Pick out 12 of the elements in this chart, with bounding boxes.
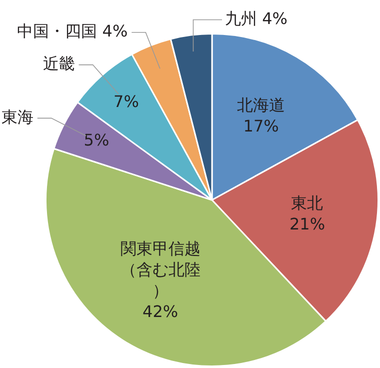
slice-label: 九州 4% <box>225 8 288 28</box>
data-label: 5% <box>84 130 110 150</box>
slice-label: 関東甲信越（含む北陸） <box>120 239 200 300</box>
slice-label: 近畿 <box>42 54 75 73</box>
slice-label: 北海道 <box>237 96 286 115</box>
data-label: 21% <box>289 214 326 234</box>
data-label: 7% <box>114 92 139 111</box>
slice-label: 東海 <box>1 107 34 126</box>
slice-label: 東北 <box>291 194 324 213</box>
slice-label: 中国・四国 4% <box>17 22 128 41</box>
data-label: 17% <box>243 116 279 136</box>
data-label: 42% <box>142 302 178 322</box>
